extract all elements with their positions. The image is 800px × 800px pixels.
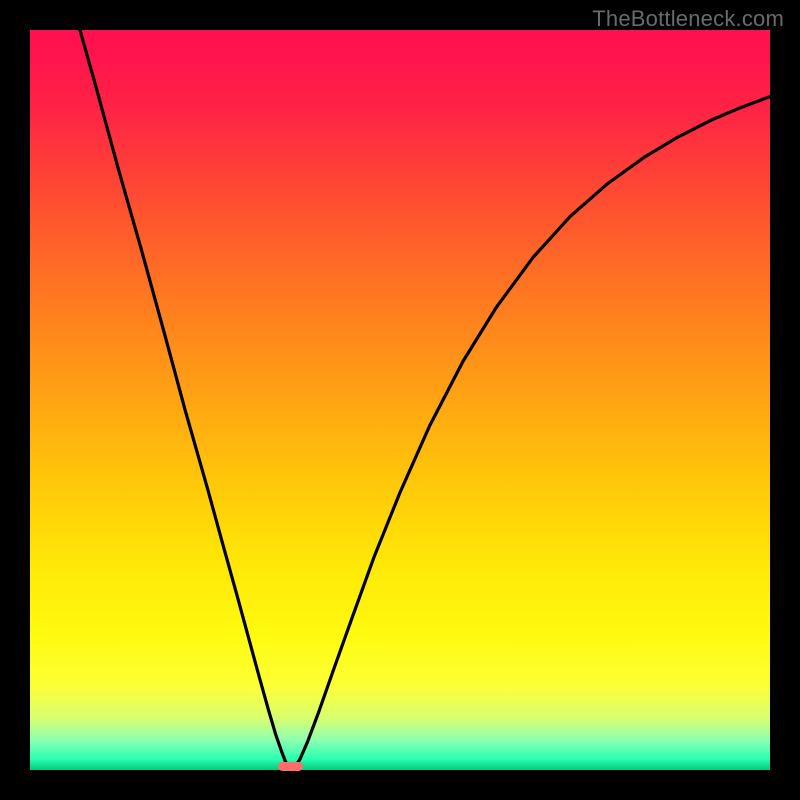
bottleneck-curve [80, 30, 770, 770]
plot-area [30, 30, 770, 770]
watermark-text: TheBottleneck.com [592, 6, 784, 32]
curve-vertex-marker [278, 762, 304, 771]
bottleneck-curve-chart [30, 30, 770, 770]
